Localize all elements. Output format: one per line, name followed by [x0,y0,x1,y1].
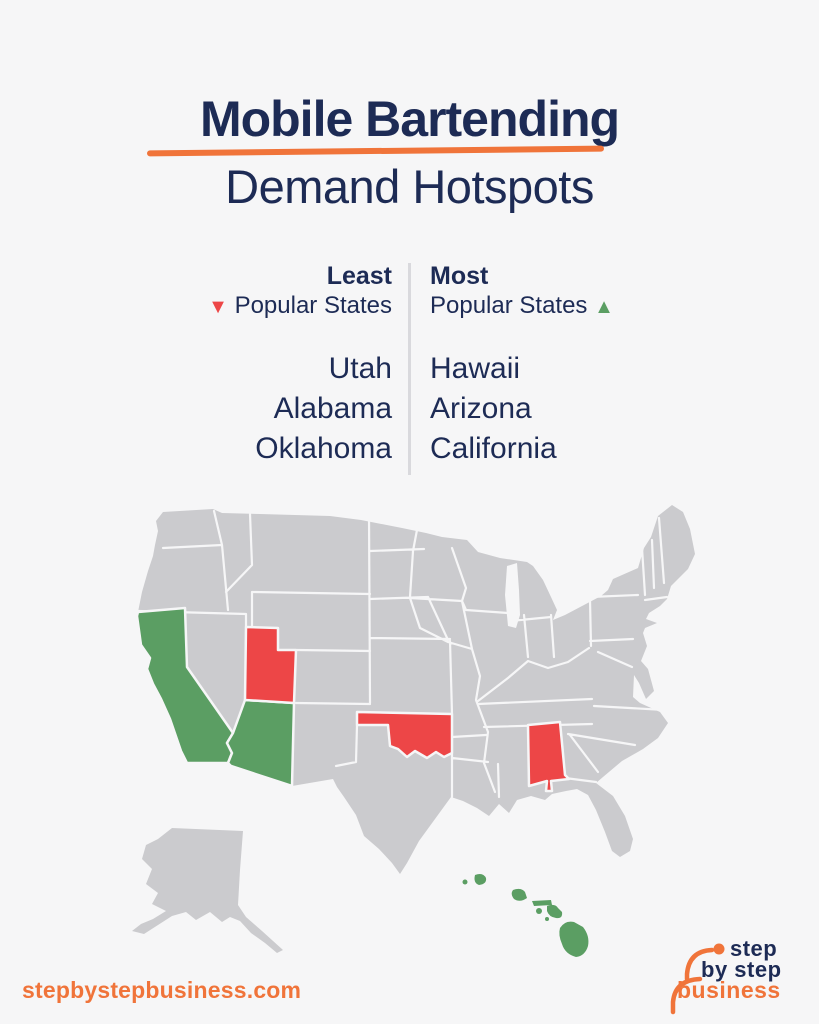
us-map-silhouette [137,505,695,874]
lake-michigan [505,563,520,628]
state-alaska [132,828,283,953]
logo-text-bystep: by step [701,957,782,982]
list-item: Utah [328,352,392,385]
most-states-list: Hawaii Arizona California [430,349,557,469]
list-item: Oklahoma [255,432,392,465]
state-alabama [526,720,571,793]
up-triangle-icon: ▲ [594,296,614,318]
state-california [135,606,235,765]
page-title: Mobile Bartending [199,91,620,147]
legend-least-title: Least [326,262,392,290]
legend-most-subtitle: Popular States ▲ [430,291,614,322]
state-oklahoma [355,710,454,760]
logo-text-business: business [677,977,781,1003]
list-item: Hawaii [430,352,521,385]
list-item: Arizona [430,392,532,425]
us-choropleth-map [132,505,695,957]
least-states-list: Utah Alabama Oklahoma [255,349,392,469]
state-border-lines [136,509,669,799]
brand-logo: step by step business [664,930,814,1015]
legend-most: Most Popular States ▲ [430,261,614,322]
logo-text-step: step [730,936,778,961]
legend-least: Least ▼ Popular States [208,261,392,322]
legend-most-text: Popular States [430,292,588,319]
logo-steps-icon [670,943,725,1015]
website-url: stepbystepbusiness.com [22,977,302,1003]
down-triangle-icon: ▼ [208,296,228,318]
legend-least-subtitle: ▼ Popular States [208,291,392,322]
state-utah [243,625,298,705]
state-hawaii [462,874,589,957]
legend-most-title: Most [430,262,489,290]
legend-least-text: Popular States [234,292,392,319]
legend-divider [408,263,411,475]
list-item: Alabama [273,392,392,425]
state-arizona [225,698,296,788]
page-subtitle: Demand Hotspots [225,160,594,213]
list-item: California [430,432,557,465]
